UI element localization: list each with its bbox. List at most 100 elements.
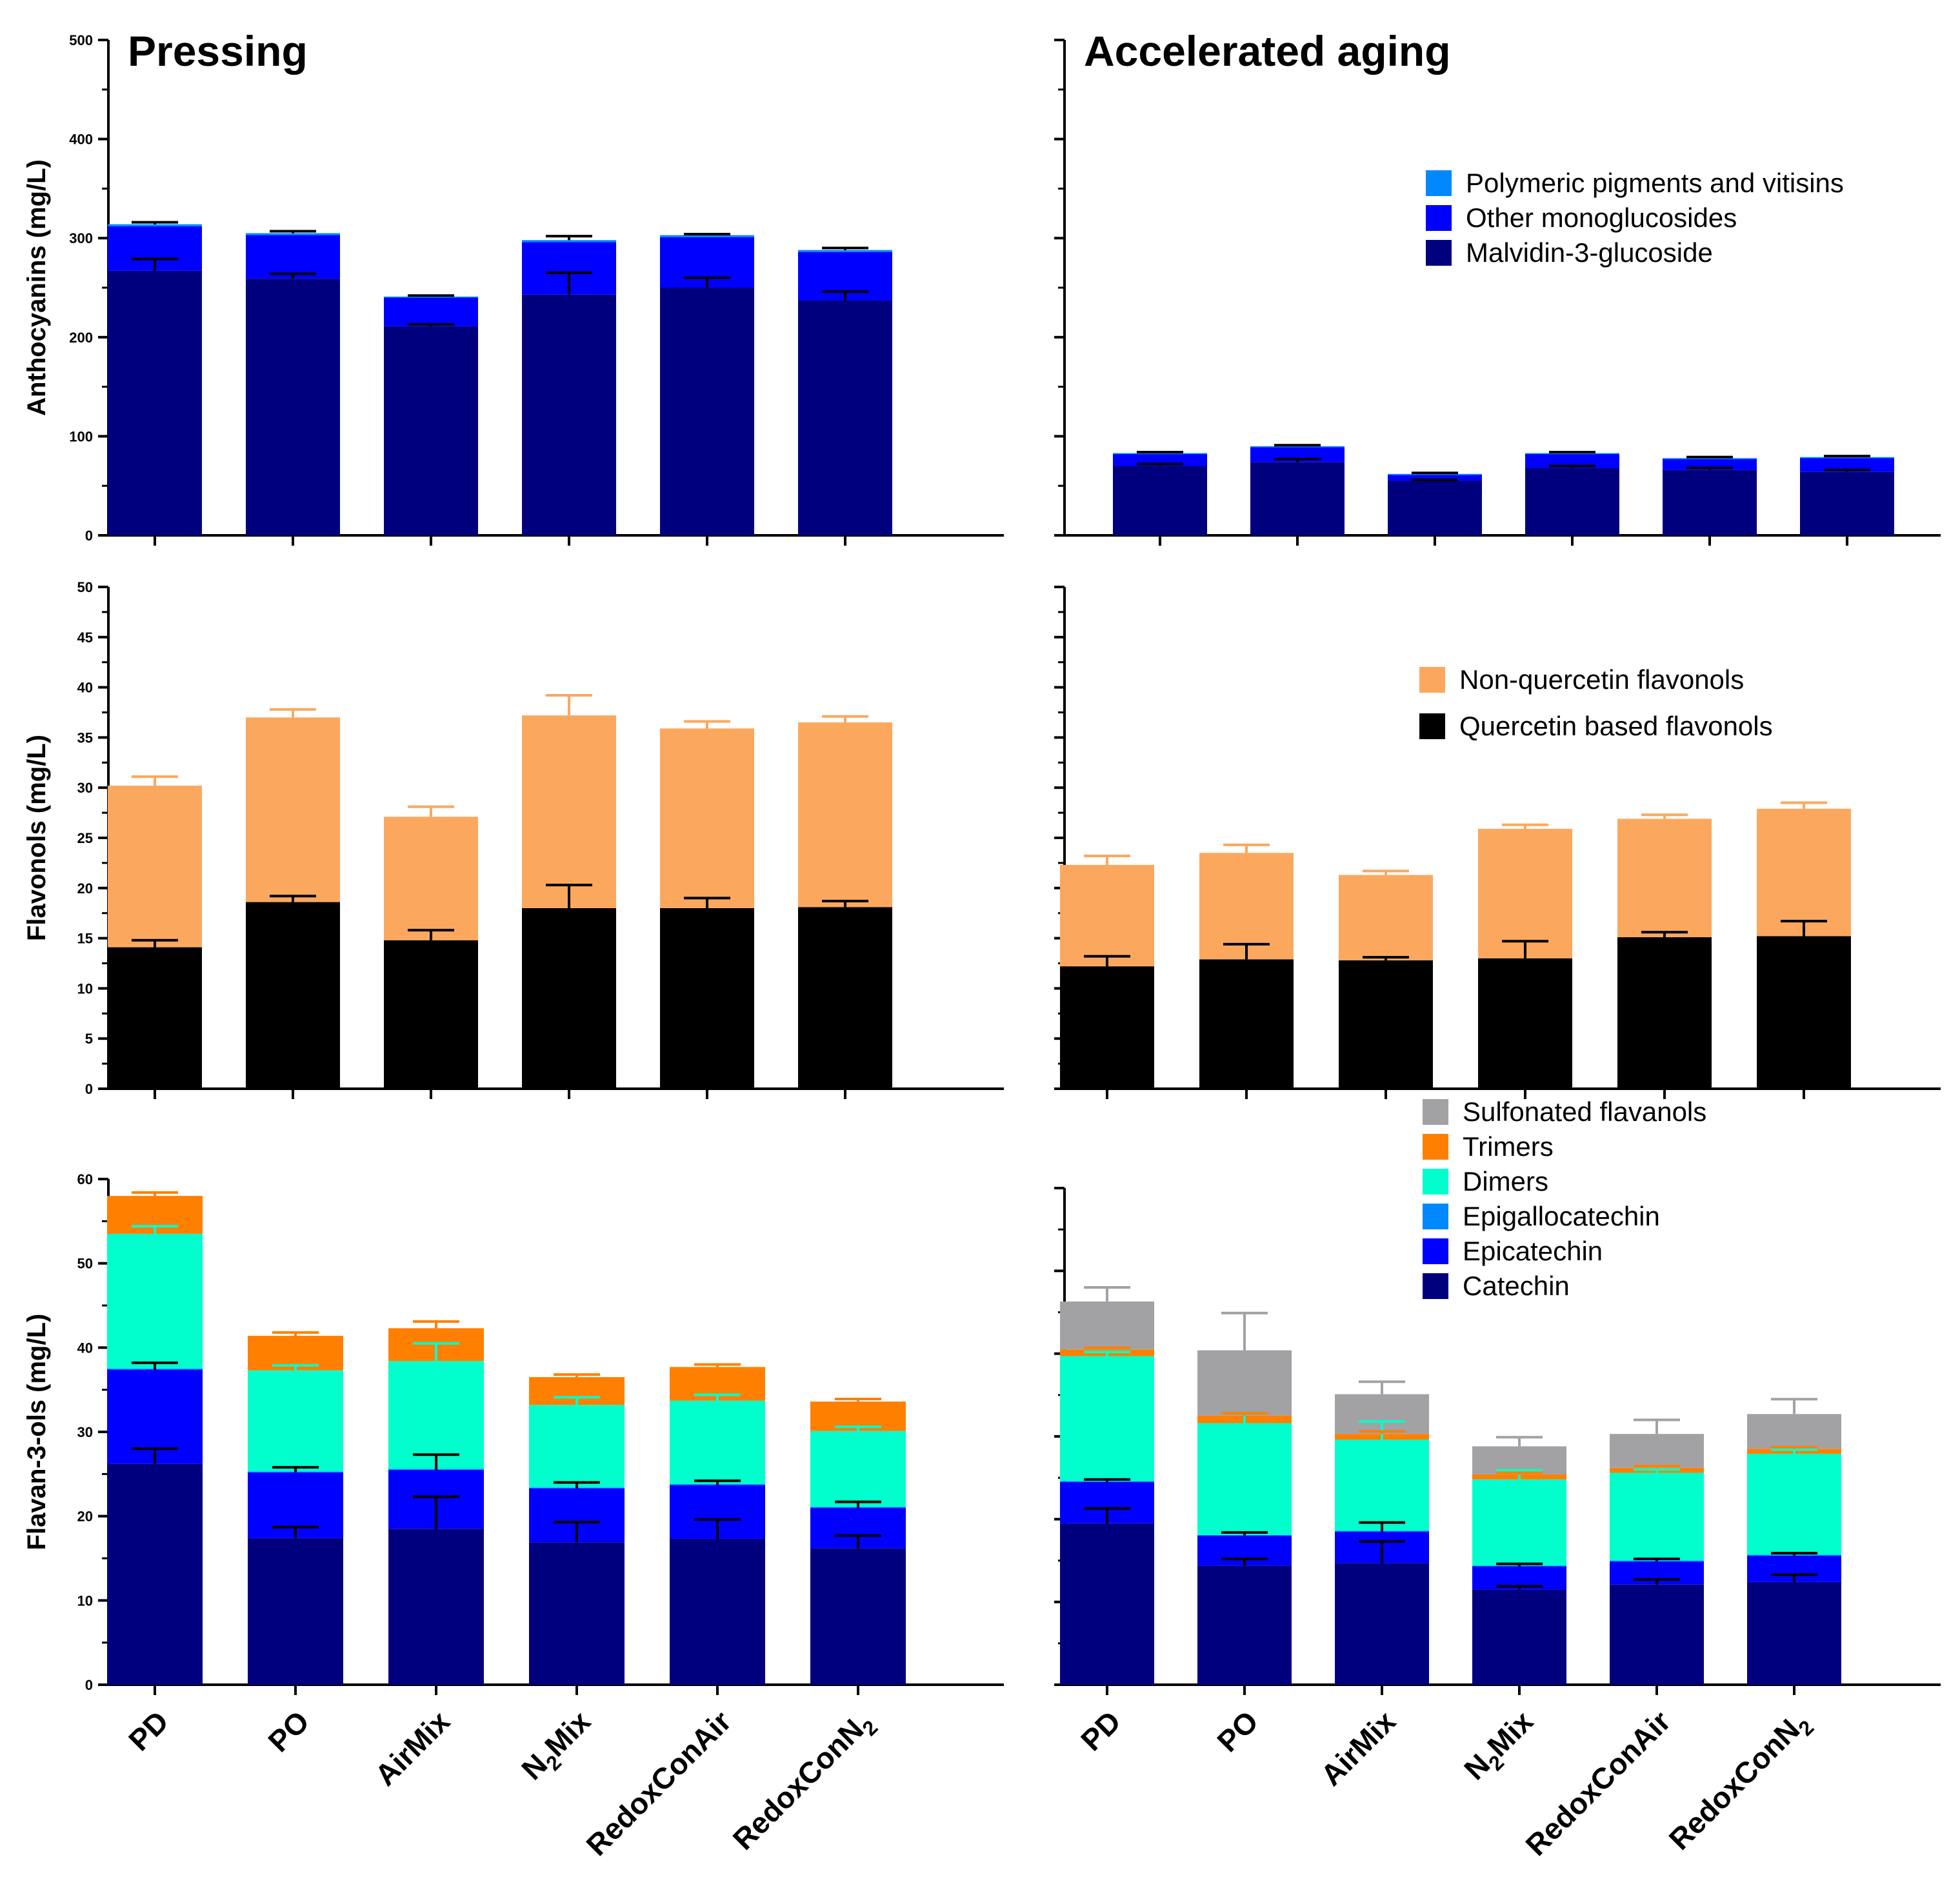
anthocyanins-accelerated-aging-bar-pd-polymeric-pigments-and-vitisins — [1113, 453, 1207, 455]
anthocyanins-pressing-bar-po-polymeric-pigments-and-vitisins — [246, 233, 340, 235]
flavan-3-ols-accelerated-aging-legend-label-catechin: Catechin — [1463, 1271, 1570, 1301]
anthocyanins-pressing-bar-po-other-monoglucosides — [246, 235, 340, 279]
anthocyanins-accelerated-aging-bar-redoxconn2-malvidin-3-glucoside — [1800, 471, 1894, 535]
flavonols-pressing-bar-po-quercetin-based-flavonols — [246, 902, 340, 1089]
anthocyanins-accelerated-aging-bar-redoxconn2-polymeric-pigments-and-vitisins — [1800, 457, 1894, 459]
flavan-3-ols-pressing-bar-redoxconair-dimers — [670, 1400, 765, 1485]
flavonols-pressing-bar-pd-quercetin-based-flavonols — [108, 947, 202, 1089]
flavonols-accelerated-aging-bar-pd-non-quercetin-flavonols — [1060, 865, 1154, 967]
anthocyanins-accelerated-aging-panel: Polymeric pigments and vitisins Other mon… — [1054, 39, 1941, 546]
flavonols-accelerated-aging-legend-swatch-non-quercetin-flavonols — [1419, 667, 1445, 693]
anthocyanins-pressing-bar-pd-malvidin-3-glucoside — [108, 270, 202, 535]
flavonols-accelerated-aging-legend-label-non-quercetin-flavonols: Non-quercetin flavonols — [1459, 664, 1744, 695]
anthocyanins-accelerated-aging-bar-redoxconair-malvidin-3-glucoside — [1663, 470, 1757, 535]
anthocyanins-pressing-ytick-label: 0 — [85, 528, 93, 544]
flavan-3-ols-accelerated-aging-legend-label-epigallocatechin: Epigallocatechin — [1463, 1201, 1660, 1231]
anthocyanins-accelerated-aging-bar-pd-other-monoglucosides — [1113, 454, 1207, 466]
pressing-column-title: Pressing — [128, 27, 308, 75]
flavan-3-ols-pressing-ytick-label: 30 — [77, 1424, 93, 1440]
flavonols-pressing-ytick-label: 45 — [77, 630, 93, 646]
flavan-3-ols-pressing-y-axis-label: Flavan-3-ols (mg/L) — [23, 1314, 51, 1551]
anthocyanins-pressing-bar-n2mix-polymeric-pigments-and-vitisins — [522, 240, 616, 243]
anthocyanins-accelerated-aging-legend-swatch-polymeric-pigments-and-vitisins — [1426, 170, 1452, 196]
flavonols-pressing-y-axis-label: Flavonols (mg/L) — [23, 735, 51, 941]
anthocyanins-accelerated-aging-bar-redoxconair-other-monoglucosides — [1663, 459, 1757, 470]
anthocyanins-pressing-bar-redoxconn2-polymeric-pigments-and-vitisins — [798, 250, 892, 252]
flavan-3-ols-accelerated-aging-bar-redoxconn2-dimers — [1747, 1453, 1841, 1555]
flavonols-accelerated-aging-bar-redoxconn2-non-quercetin-flavonols — [1757, 808, 1851, 937]
flavonols-pressing-bar-n2mix-non-quercetin-flavonols — [522, 715, 616, 908]
anthocyanins-pressing-ytick-label: 400 — [69, 132, 93, 148]
flavan-3-ols-accelerated-aging-bar-redoxconair-dimers — [1610, 1473, 1704, 1561]
flavan-3-ols-accelerated-aging-bar-po-catechin — [1197, 1565, 1292, 1685]
anthocyanins-pressing-bar-po-malvidin-3-glucoside — [246, 279, 340, 535]
flavonols-accelerated-aging-bar-redoxconn2-quercetin-based-flavonols — [1757, 936, 1851, 1089]
anthocyanins-pressing-ytick-label: 200 — [69, 330, 93, 346]
flavonols-pressing-ytick-label: 0 — [85, 1081, 93, 1097]
flavan-3-ols-accelerated-aging-bar-po-dimers — [1197, 1423, 1292, 1535]
flavonols-pressing-bar-redoxconair-quercetin-based-flavonols — [660, 908, 754, 1089]
anthocyanins-pressing-bar-airmix-polymeric-pigments-and-vitisins — [384, 296, 478, 298]
flavonols-pressing-ytick-label: 10 — [77, 980, 93, 997]
flavan-3-ols-accelerated-aging-bar-airmix-dimers — [1335, 1440, 1429, 1531]
flavan-3-ols-accelerated-aging-bar-redoxconn2-sulfonated-flavanols — [1747, 1414, 1841, 1449]
flavan-3-ols-pressing-ytick-label: 10 — [77, 1592, 93, 1609]
anthocyanins-accelerated-aging-bar-airmix-malvidin-3-glucoside — [1388, 481, 1482, 535]
flavan-3-ols-accelerated-aging-legend-swatch-epicatechin — [1423, 1238, 1448, 1264]
flavonols-accelerated-aging-bar-redoxconair-quercetin-based-flavonols — [1617, 937, 1712, 1089]
flavonols-pressing-ytick-label: 5 — [85, 1031, 93, 1047]
anthocyanins-pressing-bar-airmix-other-monoglucosides — [384, 297, 478, 326]
flavan-3-ols-accelerated-aging-legend-swatch-trimers — [1423, 1134, 1448, 1160]
anthocyanins-accelerated-aging-bar-airmix-other-monoglucosides — [1388, 475, 1482, 481]
flavan-3-ols-pressing-bar-po-catechin — [248, 1538, 343, 1685]
anthocyanins-accelerated-aging-legend-label-malvidin-3-glucoside: Malvidin-3-glucoside — [1466, 237, 1713, 268]
flavonols-accelerated-aging-bar-po-quercetin-based-flavonols — [1199, 959, 1294, 1089]
flavonols-pressing-bar-redoxconn2-quercetin-based-flavonols — [798, 907, 892, 1089]
anthocyanins-pressing-bar-redoxconair-polymeric-pigments-and-vitisins — [660, 235, 754, 237]
flavan-3-ols-accelerated-aging-legend-label-dimers: Dimers — [1463, 1166, 1548, 1196]
anthocyanins-pressing-ytick-label: 300 — [69, 230, 93, 246]
anthocyanins-accelerated-aging-bar-redoxconn2-other-monoglucosides — [1800, 458, 1894, 472]
flavan-3-ols-accelerated-aging-legend-label-trimers: Trimers — [1463, 1131, 1554, 1162]
flavan-3-ols-accelerated-aging-bar-redoxconair-sulfonated-flavanols — [1610, 1434, 1704, 1468]
flavan-3-ols-pressing-ytick-label: 50 — [77, 1256, 93, 1272]
flavan-3-ols-accelerated-aging-legend-label-sulfonated-flavanols: Sulfonated flavanols — [1463, 1096, 1706, 1127]
flavonols-accelerated-aging-legend-label-quercetin-based-flavonols: Quercetin based flavonols — [1459, 711, 1773, 741]
anthocyanins-pressing-bar-redoxconn2-malvidin-3-glucoside — [798, 300, 892, 535]
flavonols-accelerated-aging-legend: Non-quercetin flavonols Quercetin based f… — [1419, 664, 1773, 741]
anthocyanins-accelerated-aging-bar-n2mix-polymeric-pigments-and-vitisins — [1525, 453, 1619, 455]
anthocyanins-pressing-ytick-label: 100 — [69, 428, 93, 444]
flavonols-pressing-ytick-label: 25 — [77, 830, 93, 846]
flavan-3-ols-accelerated-aging-legend-swatch-catechin — [1423, 1273, 1448, 1299]
flavonols-pressing-panel: 0 5 10 15 20 25 30 35 40 45 50 Flavonols (mg/L) — [23, 579, 1004, 1099]
flavan-3-ols-accelerated-aging-bar-pd-sulfonated-flavanols — [1060, 1301, 1154, 1350]
flavan-3-ols-pressing-bar-po-dimers — [248, 1370, 343, 1472]
flavan-3-ols-pressing-ytick-label: 40 — [77, 1340, 93, 1356]
flavan-3-ols-accelerated-aging-legend: Sulfonated flavanols Trimers Dimers Epigall… — [1423, 1096, 1706, 1301]
flavonols-pressing-bar-n2mix-quercetin-based-flavonols — [522, 908, 616, 1089]
flavonols-accelerated-aging-legend-swatch-quercetin-based-flavonols — [1419, 713, 1445, 739]
flavonols-accelerated-aging-bar-redoxconair-non-quercetin-flavonols — [1617, 819, 1712, 938]
flavan-3-ols-pressing-ytick-label: 60 — [77, 1171, 93, 1187]
flavan-3-ols-accelerated-aging-bar-airmix-catechin — [1335, 1563, 1429, 1685]
anthocyanins-accelerated-aging-legend-swatch-malvidin-3-glucoside — [1426, 240, 1452, 266]
flavonols-accelerated-aging-bar-airmix-non-quercetin-flavonols — [1339, 875, 1433, 960]
flavonols-accelerated-aging-bar-n2mix-non-quercetin-flavonols — [1478, 828, 1572, 958]
flavan-3-ols-pressing-bar-n2mix-dimers — [529, 1405, 625, 1488]
flavan-3-ols-pressing-bar-pd-dimers — [107, 1233, 203, 1369]
flavan-3-ols-accelerated-aging-bar-redoxconn2-catechin — [1747, 1582, 1841, 1685]
flavan-3-ols-pressing-bar-airmix-dimers — [388, 1361, 484, 1469]
flavonols-pressing-ytick-label: 40 — [77, 680, 93, 696]
flavonols-pressing-bar-airmix-quercetin-based-flavonols — [384, 940, 478, 1089]
flavan-3-ols-pressing-bar-pd-catechin — [107, 1463, 203, 1685]
flavan-3-ols-accelerated-aging-bar-redoxconair-catechin — [1610, 1584, 1704, 1685]
aging-column-title: Accelerated aging — [1084, 27, 1451, 75]
flavan-3-ols-pressing-ytick-label: 0 — [85, 1677, 93, 1693]
flavan-3-ols-pressing-bar-airmix-catechin — [388, 1529, 484, 1685]
flavonols-accelerated-aging-panel: Non-quercetin flavonols Quercetin based f… — [1054, 586, 1941, 1099]
anthocyanins-pressing-bar-pd-polymeric-pigments-and-vitisins — [108, 224, 202, 226]
flavonols-pressing-bar-redoxconn2-non-quercetin-flavonols — [798, 722, 892, 908]
anthocyanins-accelerated-aging-bar-redoxconair-polymeric-pigments-and-vitisins — [1663, 458, 1757, 459]
anthocyanins-accelerated-aging-bar-n2mix-other-monoglucosides — [1525, 454, 1619, 468]
